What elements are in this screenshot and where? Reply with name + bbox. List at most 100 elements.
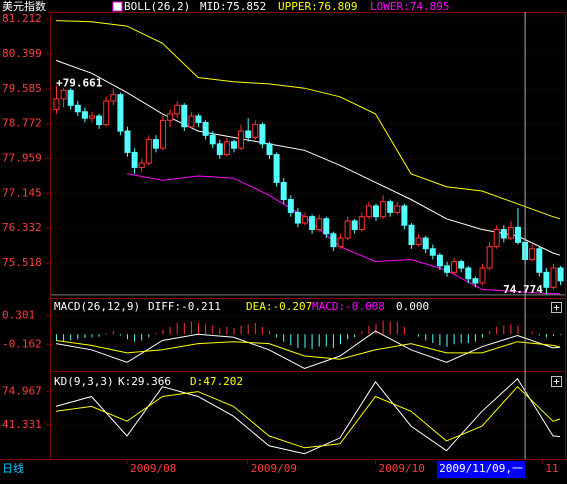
- x-tick-label: 2009/10: [379, 462, 425, 475]
- candle-body: [515, 226, 521, 243]
- candle-body: [138, 162, 145, 168]
- expand-button-icon[interactable]: +: [553, 301, 560, 314]
- candle-body: [543, 271, 550, 288]
- candle-body: [238, 130, 245, 149]
- x-tick-label: 2009/09: [251, 462, 297, 475]
- candle-body: [316, 218, 323, 230]
- candle-body: [273, 154, 280, 183]
- candle-body: [500, 228, 507, 239]
- candle-body: [287, 199, 294, 213]
- candle-body: [117, 94, 124, 132]
- candle-body: [53, 98, 60, 111]
- legend-entry: DEA:-0.207: [246, 300, 312, 313]
- candle-body: [309, 216, 316, 230]
- legend-entry: MACD:-0.008: [312, 300, 385, 313]
- candle-body: [231, 141, 237, 149]
- candle-body: [486, 246, 493, 269]
- candle-body: [344, 220, 351, 239]
- expand-button-icon[interactable]: +: [553, 375, 560, 388]
- candle-body: [536, 248, 543, 273]
- candle-body: [209, 134, 216, 145]
- candle-body: [429, 248, 436, 256]
- y-tick-label: 0.301: [2, 308, 35, 321]
- candle-body: [259, 124, 266, 145]
- candle-body: [131, 151, 138, 168]
- candle-body: [323, 218, 330, 235]
- candle-body: [110, 94, 117, 102]
- candle-body: [337, 237, 344, 248]
- legend-entry: LOWER:74.895: [370, 0, 449, 13]
- candle-body: [145, 139, 152, 164]
- candle-body: [294, 211, 301, 224]
- y-tick-label: 74.967: [2, 385, 42, 398]
- indicator-line: [55, 59, 561, 256]
- candle-body: [152, 139, 159, 149]
- candle-body: [167, 113, 174, 121]
- candle-body: [444, 265, 450, 273]
- y-tick-label: 77.145: [2, 186, 42, 199]
- chart-title: 美元指数: [2, 0, 46, 13]
- candle-body: [202, 121, 209, 136]
- y-tick-label: 79.585: [2, 82, 42, 95]
- candle-body: [188, 115, 195, 128]
- legend-entry: UPPER:76.809: [278, 0, 357, 13]
- candle-body: [458, 261, 465, 269]
- indicator-line: [55, 340, 561, 360]
- cursor-date-box: [437, 461, 526, 478]
- kd-title: KD(9,3,3): [54, 375, 114, 388]
- macd-title: MACD(26,12,9): [54, 300, 140, 313]
- candle-body: [81, 111, 88, 119]
- candle-body: [351, 220, 358, 230]
- candle-body: [451, 261, 458, 273]
- candle-body: [74, 104, 81, 113]
- candle-body: [408, 224, 415, 245]
- candle-body: [529, 248, 536, 260]
- candle-body: [479, 267, 486, 284]
- legend-entry: K:29.366: [118, 375, 171, 388]
- x-tick-label: 11: [545, 462, 558, 475]
- candle-body: [465, 267, 472, 280]
- candle-body: [266, 143, 273, 156]
- indicator-line: [55, 385, 561, 449]
- expand-button[interactable]: [551, 376, 562, 387]
- y-tick-label: -0.162: [2, 337, 42, 350]
- candle-body: [245, 130, 252, 138]
- candle-body: [373, 205, 379, 218]
- candle-body: [124, 130, 131, 153]
- candle-body: [422, 237, 429, 250]
- indicator-line: [55, 20, 561, 220]
- candle-body: [195, 115, 202, 123]
- candle-body: [387, 201, 394, 213]
- candle-body: [472, 278, 479, 284]
- candle-body: [223, 141, 230, 156]
- candle-body: [507, 226, 514, 239]
- candle-body: [365, 205, 372, 218]
- candle-body: [96, 115, 103, 126]
- y-tick-label: 78.772: [2, 117, 42, 130]
- candle-body: [103, 100, 110, 126]
- candle-body: [89, 115, 95, 119]
- candle-body: [358, 216, 365, 230]
- indicator-icon: [112, 1, 123, 12]
- y-tick-label: 75.518: [2, 256, 42, 269]
- candle-body: [160, 119, 166, 149]
- cursor-date: 2009/11/09,一: [439, 462, 523, 475]
- candle-body: [181, 104, 188, 128]
- candle-body: [302, 216, 308, 224]
- candle-body: [415, 237, 422, 245]
- y-tick-label: 80.399: [2, 47, 42, 60]
- candle-body: [216, 143, 223, 156]
- y-tick-label: 76.332: [2, 221, 42, 234]
- y-tick-label: 77.959: [2, 151, 42, 164]
- candle-body: [394, 205, 401, 213]
- x-tick-label: 2009/08: [130, 462, 176, 475]
- candle-body: [401, 205, 408, 226]
- legend-entry: MID:75.852: [200, 0, 266, 13]
- candle-body: [280, 181, 287, 201]
- expand-button[interactable]: [551, 302, 562, 313]
- candle-body: [330, 233, 337, 248]
- candle-body: [493, 228, 500, 248]
- legend-entry: DIFF:-0.211: [148, 300, 221, 313]
- period-tab[interactable]: 日线: [2, 461, 24, 475]
